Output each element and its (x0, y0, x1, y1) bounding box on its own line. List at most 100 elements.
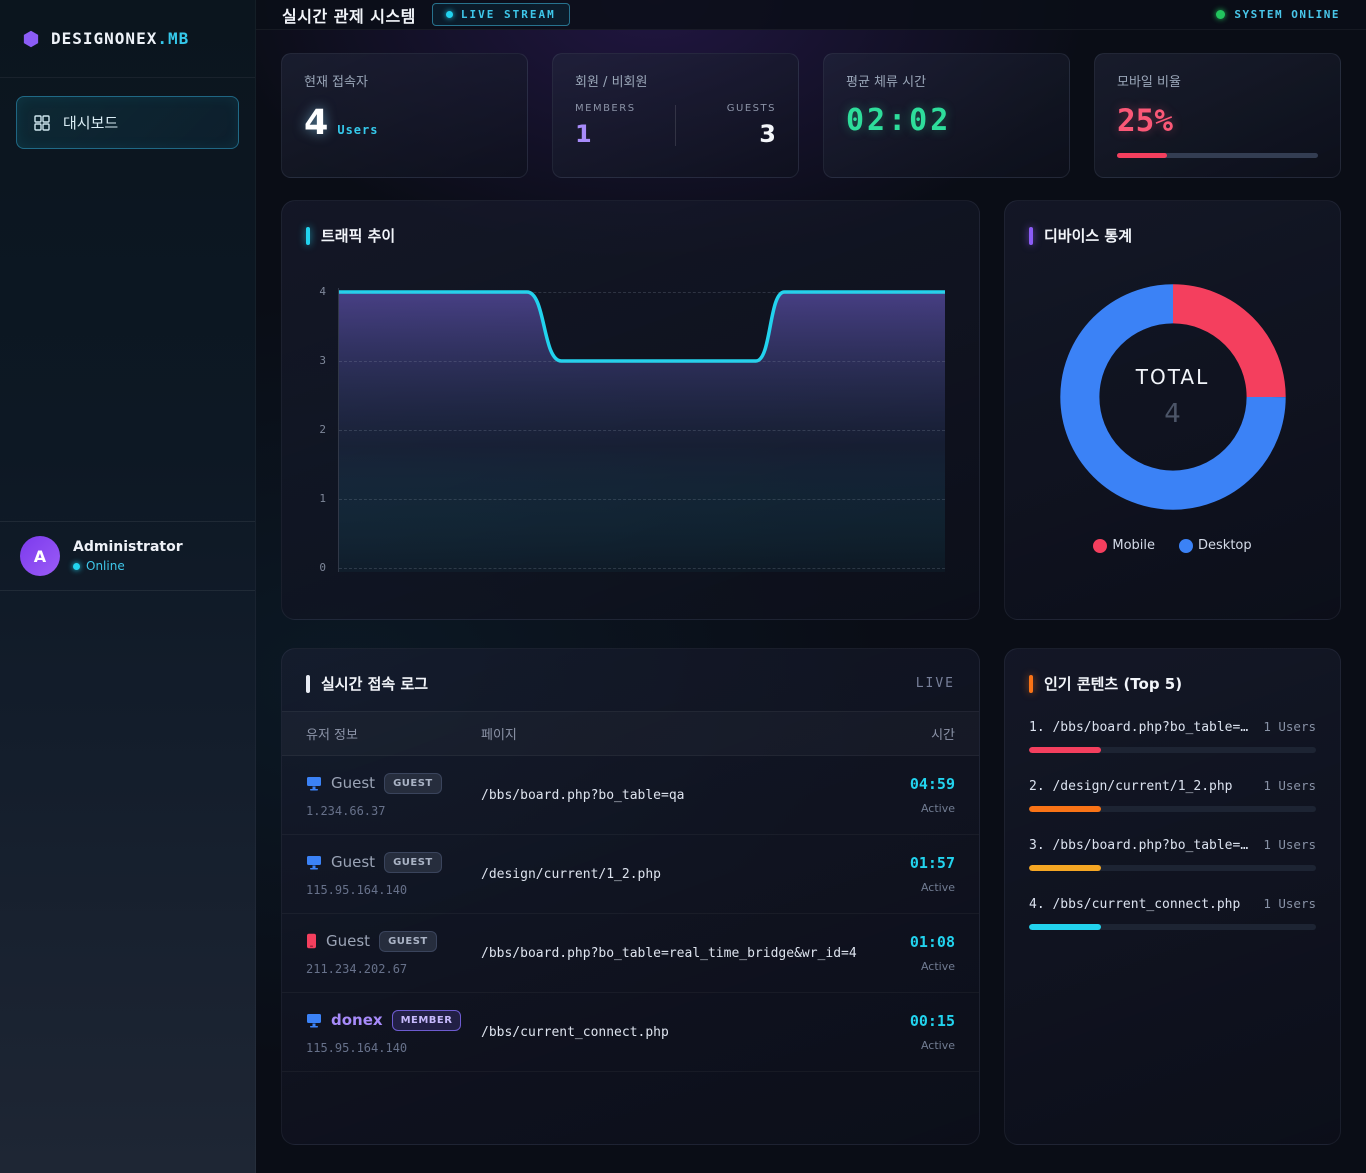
user-name: Administrator (73, 539, 183, 555)
avg-duration-value: 02:02 (846, 103, 952, 138)
traffic-y-axis: 0 1 2 3 4 (300, 285, 338, 574)
visitor-ip: 211.234.202.67 (306, 961, 408, 976)
mobile-legend-label: Mobile (1112, 538, 1156, 553)
stat-value: 4 (304, 103, 329, 143)
stat-unit: Users (337, 123, 379, 137)
guests-column: GUESTS 3 (692, 103, 776, 148)
device-donut: TOTAL 4 (1058, 282, 1288, 512)
content-bar-track (1029, 865, 1316, 871)
traffic-panel-title: 트래픽 추이 (321, 227, 396, 245)
time-cell: 04:59 Active (860, 775, 955, 815)
stat-label: 모바일 비율 (1117, 75, 1181, 90)
sidebar: DESIGNONEX.MB 대시보드 A Administrator On (0, 0, 256, 1173)
session-time: 01:08 (909, 933, 955, 951)
top-content-item[interactable]: 4. /bbs/current_connect.php 1 Users (1005, 896, 1340, 930)
log-row[interactable]: Guest GUEST 211.234.202.67 /bbs/board.ph… (282, 914, 979, 993)
top-item-bar-fill (1029, 924, 1101, 930)
content-users: 1 Users (1263, 896, 1316, 911)
bottom-row: 실시간 접속 로그 LIVE 유저 정보 페이지 시간 (281, 648, 1341, 1145)
traffic-panel: 트래픽 추이 0 1 2 3 4 (281, 200, 980, 620)
mobile-progress-track (1117, 153, 1318, 158)
legend-item-mobile: Mobile (1093, 538, 1155, 553)
mobile-ratio-value: 25% (1117, 103, 1173, 139)
column-time: 시간 (931, 728, 955, 743)
stat-card-current-users: 현재 접속자 4 Users (281, 53, 528, 178)
topbar: 실시간 관제 시스템 LIVE STREAM SYSTEM ONLINE (256, 0, 1366, 30)
content-users: 1 Users (1263, 837, 1316, 852)
brand: DESIGNONEX.MB (0, 0, 255, 78)
visitor-name: Guest (331, 853, 376, 871)
visitor-type-badge: MEMBER (391, 1009, 462, 1031)
live-stream-badge[interactable]: LIVE STREAM (431, 3, 570, 26)
session-time: 01:57 (909, 854, 955, 872)
content-users: 1 Users (1263, 778, 1316, 793)
device-panel-title: 디바이스 통계 (1044, 227, 1133, 245)
content-path: 3. /bbs/board.php?bo_table=rea… (1029, 838, 1254, 853)
session-status: Active (920, 802, 955, 815)
gridline (339, 361, 945, 362)
visitor-name: Guest (331, 774, 376, 792)
desktop-legend-label: Desktop (1198, 538, 1252, 553)
top-content-item[interactable]: 1. /bbs/board.php?bo_table=qa 1 Users (1005, 719, 1340, 753)
members-column: MEMBERS 1 (575, 103, 659, 148)
time-cell: 01:08 Active (860, 933, 955, 973)
content-path: 4. /bbs/current_connect.php (1029, 897, 1241, 912)
desktop-icon (307, 776, 321, 790)
log-row[interactable]: Guest GUEST 115.95.164.140 /design/curre… (282, 835, 979, 914)
gridline (339, 430, 945, 431)
donut-segment-desktop (1059, 284, 1286, 510)
session-time: 04:59 (909, 775, 955, 793)
desktop-legend-dot (1179, 538, 1194, 553)
mobile-legend-dot (1093, 538, 1108, 553)
content-bar-track (1029, 806, 1316, 812)
visitor-ip: 1.234.66.37 (306, 803, 386, 818)
column-page: 페이지 (481, 728, 517, 743)
system-status-label: SYSTEM ONLINE (1234, 8, 1340, 21)
gridline (339, 292, 945, 293)
visited-page: /bbs/board.php?bo_table=real_time_bridge… (481, 945, 857, 961)
session-status: Active (920, 960, 955, 973)
traffic-line-chart (339, 290, 945, 572)
y-tick-label: 0 (319, 561, 326, 574)
sidebar-spacer (0, 149, 255, 521)
column-user: 유저 정보 (306, 728, 358, 743)
desktop-icon (307, 855, 321, 869)
log-row[interactable]: donex MEMBER 115.95.164.140 /bbs/current… (282, 993, 979, 1072)
top-content-panel: 인기 콘텐츠 (Top 5) 1. /bbs/board.php?bo_tabl… (1004, 648, 1341, 1145)
live-dot-icon (445, 11, 453, 18)
members-value: 1 (575, 120, 592, 148)
system-online-dot-icon (1216, 10, 1226, 19)
brand-name: DESIGNONEX.MB (51, 29, 190, 48)
visited-page: /bbs/current_connect.php (481, 1024, 669, 1040)
stat-label: 회원 / 비회원 (575, 75, 648, 90)
sidebar-item-dashboard[interactable]: 대시보드 (16, 96, 239, 149)
log-live-label: LIVE (915, 676, 955, 691)
accent-bar (1029, 226, 1033, 245)
brand-hexagon-icon (23, 30, 39, 47)
desktop-icon (307, 1013, 321, 1027)
mobile-progress-fill (1117, 153, 1168, 158)
y-tick-label: 3 (319, 354, 326, 367)
log-row[interactable]: Guest GUEST 1.234.66.37 /bbs/board.php?b… (282, 756, 979, 835)
log-panel-title: 실시간 접속 로그 (321, 675, 429, 693)
content-bar-track (1029, 924, 1316, 930)
user-panel[interactable]: A Administrator Online (0, 521, 255, 591)
y-tick-label: 4 (319, 285, 326, 298)
gridline (339, 499, 945, 500)
guests-caption: GUESTS (726, 103, 776, 114)
user-status: Online (73, 559, 183, 573)
top-content-item[interactable]: 3. /bbs/board.php?bo_table=rea… 1 Users (1005, 837, 1340, 871)
sidebar-item-label: 대시보드 (63, 114, 119, 132)
main-area: 실시간 관제 시스템 LIVE STREAM SYSTEM ONLINE 현재 … (256, 0, 1366, 1173)
visited-page: /bbs/board.php?bo_table=qa (481, 787, 685, 803)
stat-label: 평균 체류 시간 (846, 75, 927, 90)
divider (675, 105, 676, 146)
top-content-item[interactable]: 2. /design/current/1_2.php 1 Users (1005, 778, 1340, 812)
members-caption: MEMBERS (575, 103, 636, 114)
time-cell: 00:15 Active (860, 1012, 955, 1052)
content-bar-track (1029, 747, 1316, 753)
visitor-type-badge: GUEST (384, 851, 442, 873)
session-status: Active (920, 881, 955, 894)
legend-item-desktop: Desktop (1179, 538, 1252, 553)
